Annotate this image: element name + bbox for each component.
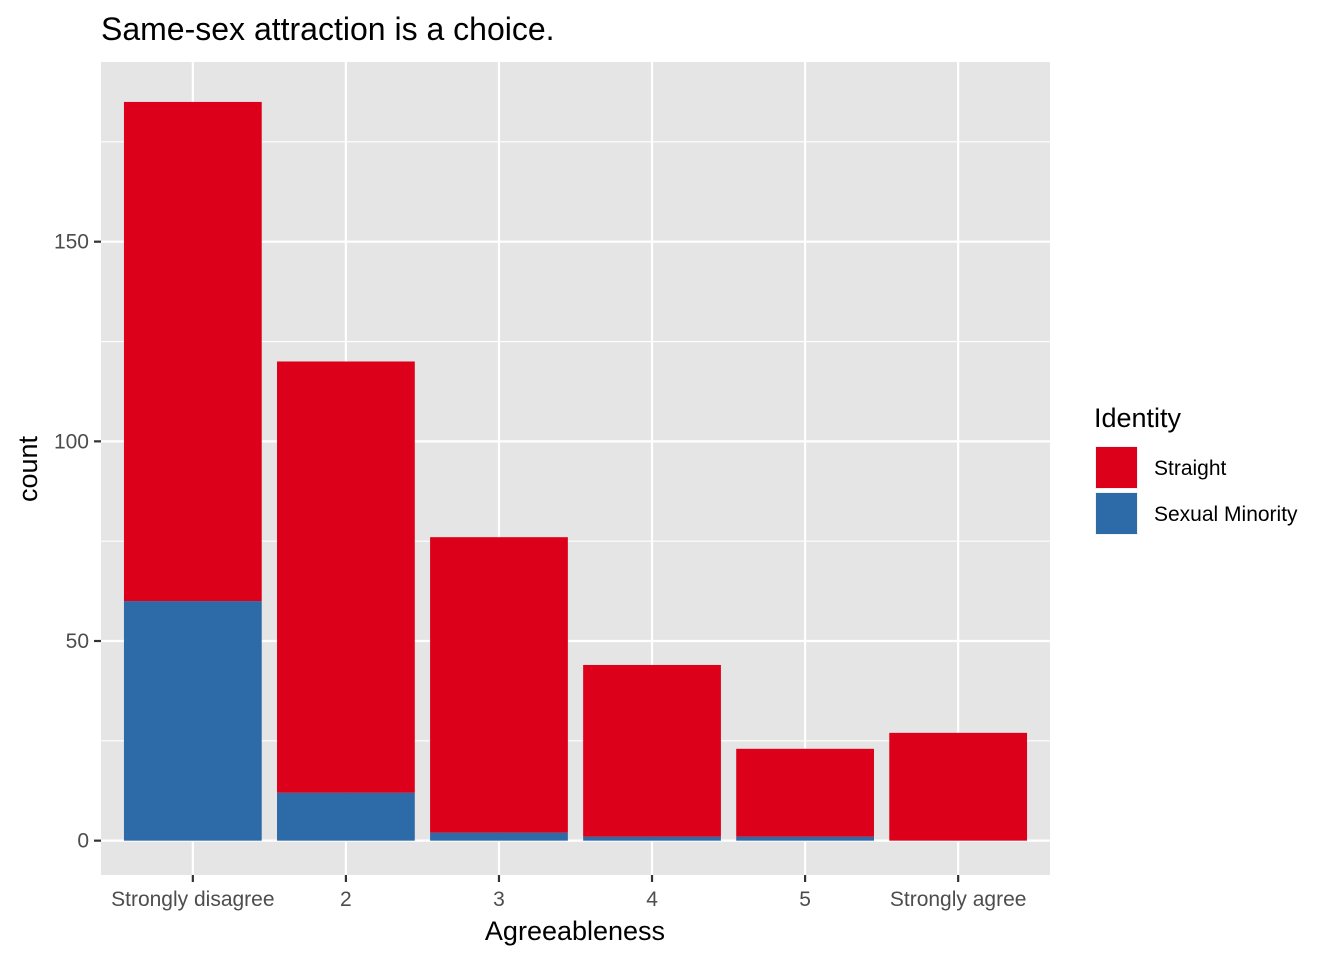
y-axis-title: count — [13, 435, 43, 502]
bar-sexual-minority — [123, 601, 262, 841]
bar-straight — [583, 664, 721, 837]
legend-label: Straight — [1154, 457, 1227, 480]
legend-label: Sexual Minority — [1154, 503, 1298, 526]
bar-straight — [430, 537, 568, 833]
legend: Identity Straight Sexual Minority — [1094, 403, 1298, 535]
bars — [123, 101, 1028, 841]
chart-title: Same-sex attraction is a choice. — [101, 11, 555, 47]
x-tick-label: 4 — [646, 888, 658, 911]
x-tick-label: Strongly disagree — [111, 888, 274, 911]
legend-title: Identity — [1094, 403, 1182, 433]
bar-sexual-minority — [277, 792, 415, 841]
y-tick-label: 0 — [77, 830, 89, 853]
bar-sexual-minority — [430, 832, 568, 841]
x-axis-title: Agreeableness — [485, 916, 665, 946]
bar-straight — [889, 732, 1028, 841]
x-tick-label: 3 — [493, 888, 505, 911]
y-tick-label: 100 — [54, 430, 89, 453]
y-tick-label: 150 — [54, 231, 89, 254]
x-tick-label: 2 — [340, 888, 352, 911]
bar-straight — [123, 101, 262, 602]
x-tick-label: 5 — [799, 888, 811, 911]
y-axis: 0 50 100 150 — [54, 231, 101, 853]
y-tick-label: 50 — [66, 630, 89, 653]
legend-entries: Straight Sexual Minority — [1095, 446, 1298, 535]
x-axis: Strongly disagree 2 3 4 5 Strongly agree — [111, 875, 1026, 911]
bar-sexual-minority — [736, 836, 874, 841]
bar-straight — [736, 748, 874, 837]
legend-swatch — [1096, 493, 1137, 534]
bar-sexual-minority — [583, 836, 721, 841]
bar-straight — [277, 361, 415, 793]
legend-swatch — [1096, 447, 1137, 488]
x-tick-label: Strongly agree — [890, 888, 1027, 911]
